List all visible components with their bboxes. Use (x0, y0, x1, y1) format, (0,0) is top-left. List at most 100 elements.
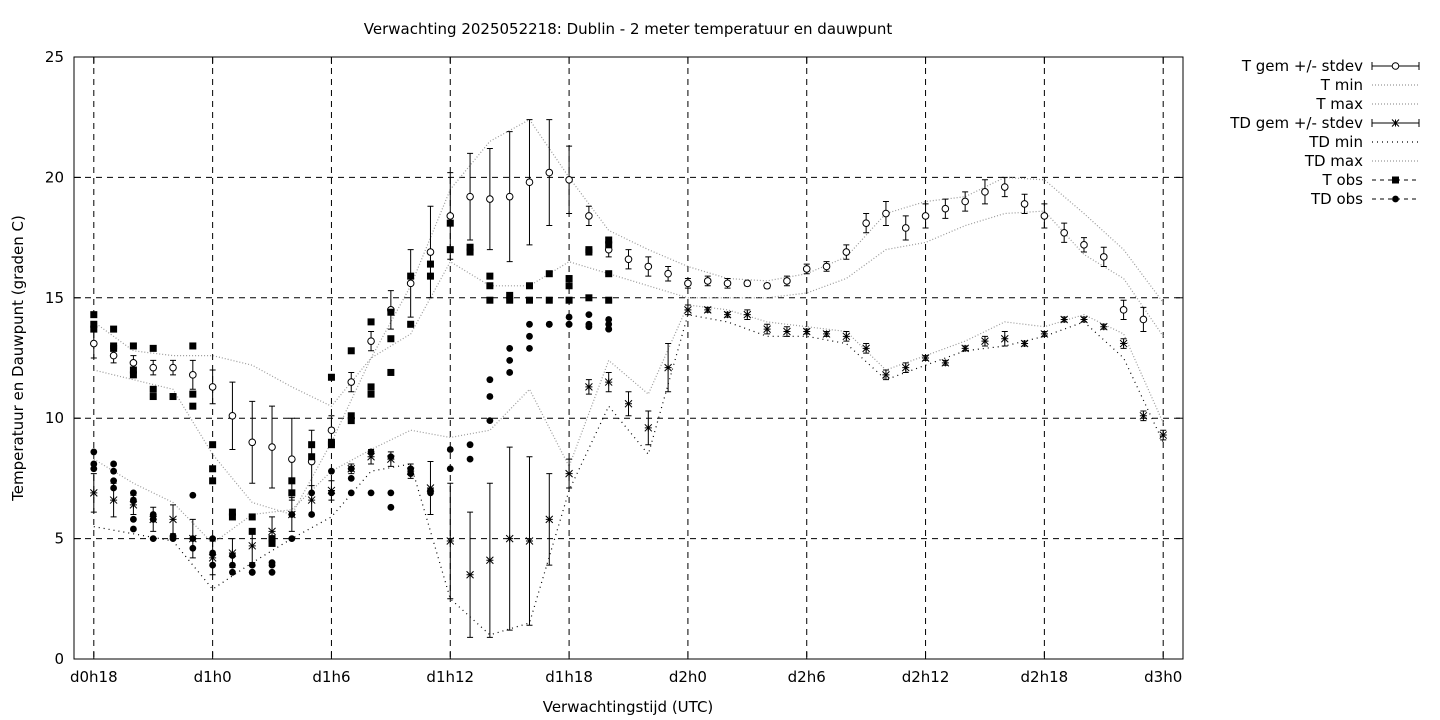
x-tick-label: d1h0 (194, 668, 232, 686)
td-obs-point (585, 311, 593, 319)
td-obs-point (268, 568, 276, 576)
td-obs-point (427, 489, 434, 497)
td-mean-point (307, 496, 316, 504)
td-mean-point (268, 527, 276, 536)
td-mean-point (882, 371, 890, 379)
t-mean-point (703, 277, 712, 285)
legend-label: TD min (1308, 133, 1363, 151)
td-obs-point (149, 515, 157, 523)
t-mean-point (941, 204, 950, 213)
td-obs-point (110, 477, 118, 485)
td-obs-point (367, 448, 375, 456)
td-obs-point (328, 489, 335, 497)
t-mean-point (981, 188, 989, 196)
td-obs-point (486, 417, 494, 425)
td-obs-point (486, 376, 494, 384)
t-mean-point (1099, 253, 1108, 261)
legend-label: TD max (1304, 152, 1363, 170)
legend-marker (1391, 62, 1400, 70)
y-tick-label: 0 (54, 650, 64, 668)
td-obs-point (585, 323, 593, 331)
t-obs-point (525, 282, 533, 290)
td-obs-point (209, 561, 217, 569)
td-mean-point (89, 488, 98, 497)
t-mean-point (1119, 306, 1128, 314)
t-mean-point (129, 359, 138, 367)
t-obs-point (565, 275, 573, 283)
t-obs-point (466, 248, 474, 256)
t-obs-point (268, 535, 276, 543)
td-mean-point (1000, 334, 1009, 343)
td-obs-point (446, 446, 454, 453)
td-mean-point (862, 344, 870, 353)
t-mean-point (763, 281, 771, 290)
t-obs-point (565, 282, 573, 290)
t-mean-point (743, 279, 752, 288)
td-mean-point (545, 515, 554, 524)
t-mean-point (1000, 183, 1009, 191)
t-obs-point (288, 477, 296, 485)
td-obs-point (110, 460, 118, 468)
t-obs-point (446, 219, 454, 227)
plot-border (73, 56, 1184, 660)
t-mean-point (783, 277, 791, 285)
td-mean-point (585, 383, 593, 391)
t-obs-point (605, 270, 613, 278)
t-mean-point (327, 426, 336, 435)
td-obs-point (387, 453, 395, 461)
td-obs-point (110, 484, 118, 492)
t-mean-point (109, 351, 118, 360)
t-mean-point (901, 224, 910, 232)
td-obs-point (506, 369, 514, 376)
td-mean-point (1119, 339, 1128, 348)
td-mean-point (981, 337, 989, 345)
td-obs-point (328, 467, 335, 475)
t-obs-point (426, 260, 434, 268)
td-obs-point (288, 511, 296, 518)
td-obs-point (189, 544, 197, 552)
t-obs-point (129, 342, 137, 350)
t-obs-point (129, 366, 137, 374)
t-mean-point (624, 255, 633, 264)
t-obs-point (605, 296, 613, 304)
t-mean-point (406, 279, 415, 288)
t-mean-point (169, 363, 177, 372)
td-mean-point (169, 515, 177, 524)
t-mean-point (248, 438, 257, 447)
td-mean-point (822, 330, 831, 338)
t-obs-point (327, 441, 335, 449)
td-obs-point (209, 549, 217, 557)
td-obs-point (466, 455, 474, 463)
t-obs-point (228, 513, 236, 521)
series-line-t-min (93, 210, 1164, 516)
t-mean-point (189, 371, 197, 379)
t-mean-point (921, 212, 930, 220)
t-obs-point (347, 417, 355, 425)
t-obs-point (367, 383, 375, 391)
td-mean-point (743, 310, 752, 319)
td-mean-point (1080, 315, 1088, 324)
t-obs-point (209, 465, 217, 473)
td-mean-point (525, 537, 534, 545)
t-obs-point (545, 296, 553, 304)
x-tick-label: d2h12 (902, 668, 950, 686)
t-mean-point (1040, 212, 1049, 220)
legend-label: T obs (1322, 171, 1364, 189)
y-axis-label: Temperatuur en Dauwpunt (graden C) (9, 215, 27, 502)
td-obs-point (506, 357, 514, 364)
td-mean-point (505, 534, 514, 543)
td-obs-point (605, 325, 613, 333)
td-obs-point (466, 441, 474, 449)
t-obs-point (565, 296, 573, 304)
t-mean-point (1020, 200, 1029, 208)
y-tick-label: 5 (54, 530, 64, 548)
t-mean-point (90, 339, 98, 348)
t-obs-point (347, 412, 355, 420)
td-mean-point (248, 541, 257, 550)
t-obs-point (308, 453, 316, 461)
t-obs-point (347, 347, 355, 355)
td-obs-point (130, 489, 137, 497)
x-tick-label: d2h6 (788, 668, 826, 686)
t-mean-point (684, 279, 692, 288)
